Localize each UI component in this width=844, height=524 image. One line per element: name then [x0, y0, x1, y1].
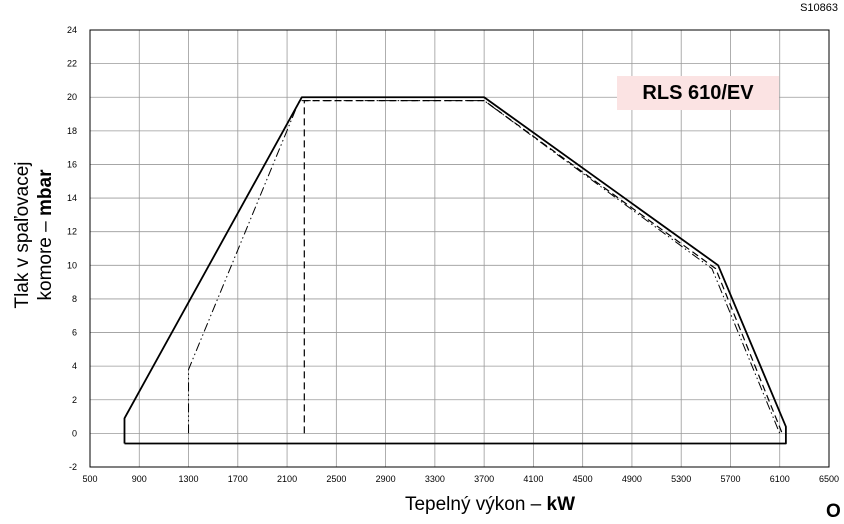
y-axis-label: Tlak v spaľovacej komore – mbar — [4, 115, 64, 355]
y-tick-label: 20 — [67, 92, 77, 102]
y-tick-label: 4 — [72, 361, 77, 371]
x-tick-label: 1300 — [179, 474, 199, 484]
figure-code: S10863 — [800, 2, 838, 14]
x-tick-label: 4900 — [622, 474, 642, 484]
y-tick-label: 10 — [67, 260, 77, 270]
series-layer — [123, 96, 787, 445]
plot-frame — [89, 29, 830, 468]
x-axis-label: Tepelný výkon – kW — [290, 494, 690, 516]
corner-text: O — [826, 501, 841, 522]
x-tick-label: 1700 — [228, 474, 248, 484]
y-tick-label: 0 — [72, 428, 77, 438]
y-tick-label: 12 — [67, 227, 77, 237]
y-tick-label: -2 — [69, 462, 77, 472]
x-tick-labels: 500 900 1300 1700 2100 2500 2900 3300 3700 4100 45… — [82, 474, 839, 484]
model-label: RLS 610/EV — [642, 81, 754, 104]
series-line-solid — [123, 96, 787, 445]
x-tick-label: 3700 — [474, 474, 494, 484]
series-line-dashed — [303, 99, 783, 434]
x-tick-label: 2900 — [376, 474, 396, 484]
y-tick-label: 18 — [67, 126, 77, 136]
x-tick-label: 900 — [132, 474, 147, 484]
x-tick-label: 2100 — [277, 474, 297, 484]
x-tick-label: 2500 — [326, 474, 346, 484]
y-tick-label: 22 — [67, 59, 77, 69]
x-axis-unit: kW — [546, 494, 576, 515]
y-tick-label: 2 — [72, 395, 77, 405]
x-tick-label: 500 — [82, 474, 97, 484]
series-line-dash-dot — [188, 100, 781, 434]
y-axis-label-line2: komore – — [35, 216, 56, 301]
y-axis-label-line1: Tlak v spaľovacej — [12, 161, 33, 309]
y-tick-label: 8 — [72, 294, 77, 304]
y-tick-label: 6 — [72, 328, 77, 338]
y-tick-label: 24 — [67, 25, 77, 35]
y-tick-label: 14 — [67, 193, 77, 203]
x-tick-label: 6100 — [770, 474, 790, 484]
y-tick-label: 16 — [67, 159, 77, 169]
x-tick-label: 6500 — [819, 474, 839, 484]
x-tick-label: 4500 — [573, 474, 593, 484]
x-tick-label: 3300 — [425, 474, 445, 484]
x-tick-label: 5700 — [720, 474, 740, 484]
model-label-box: RLS 610/EV — [617, 76, 779, 110]
x-axis-label-text: Tepelný výkon – — [404, 494, 547, 515]
y-axis-unit: mbar — [35, 169, 56, 216]
x-tick-label: 4100 — [523, 474, 543, 484]
x-tick-label: 5300 — [671, 474, 691, 484]
